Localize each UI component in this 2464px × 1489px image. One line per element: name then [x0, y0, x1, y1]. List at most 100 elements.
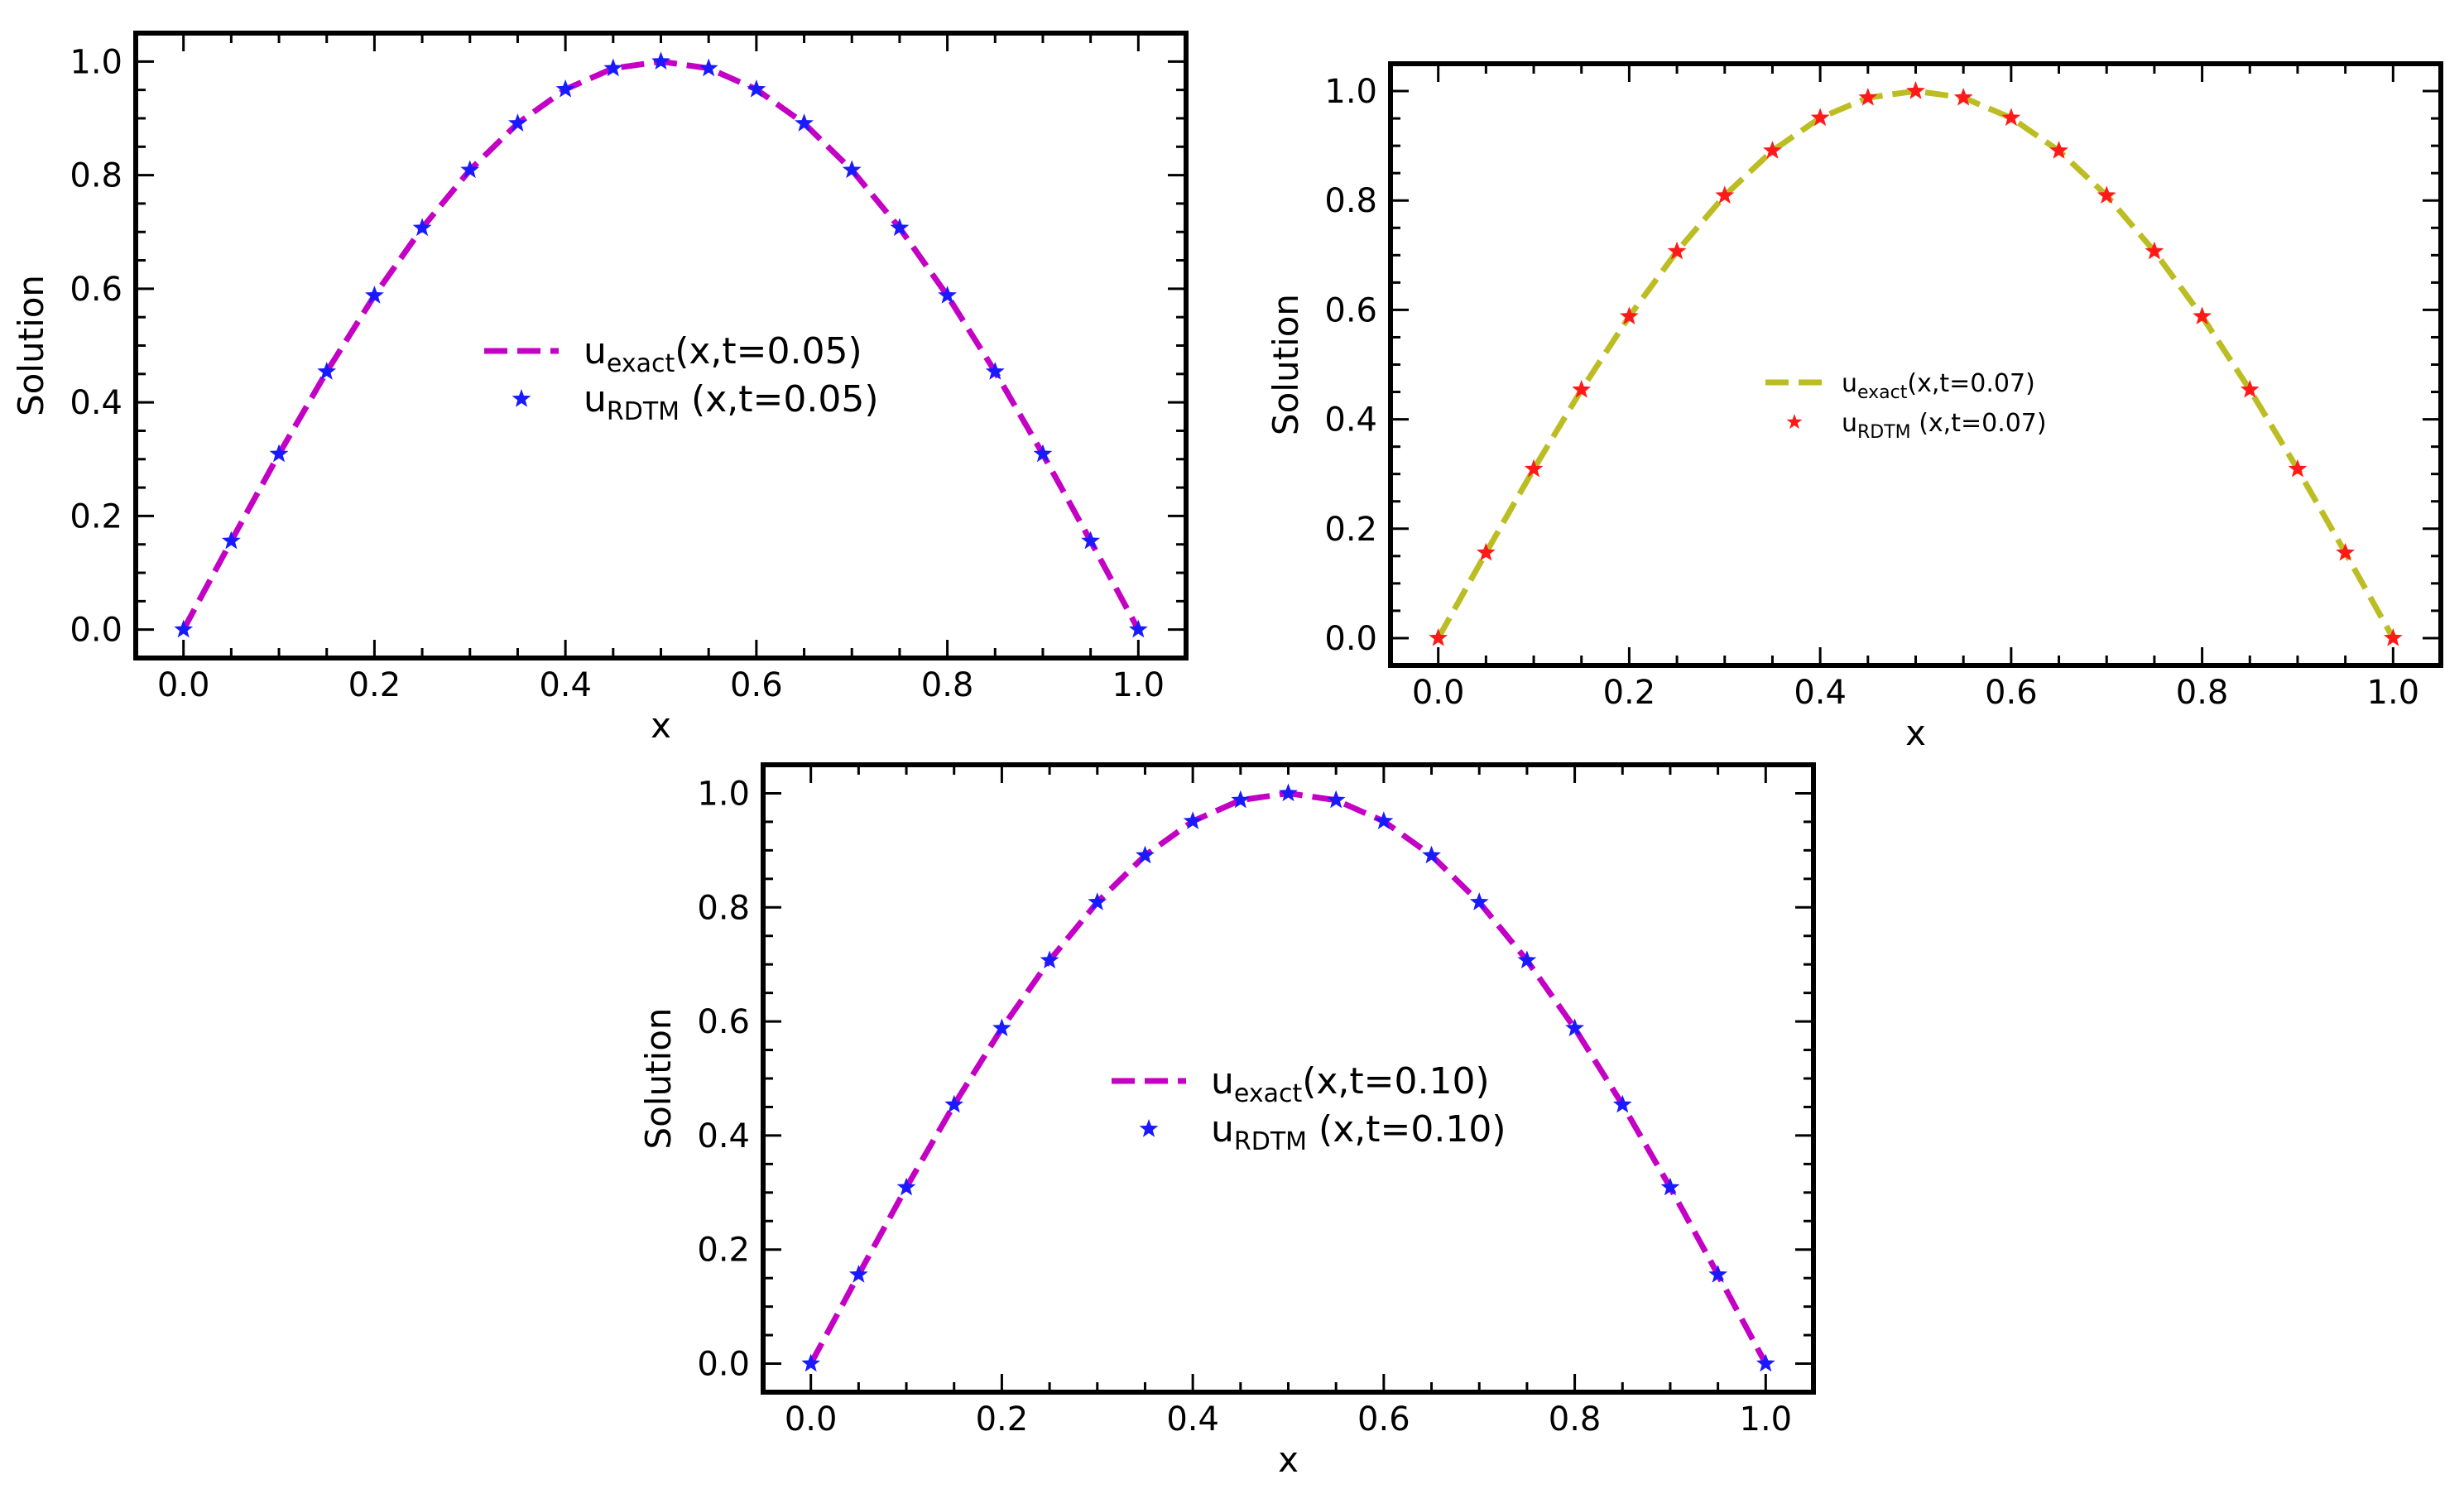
legend-star-swatch: [512, 389, 531, 407]
rdtm-data-point: [1810, 108, 1830, 127]
x-axis-label: x: [1905, 713, 1926, 753]
x-tick-label: 0.6: [1357, 1400, 1410, 1439]
y-tick-label: 1.0: [70, 43, 122, 81]
y-tick-label: 0.8: [1324, 182, 1377, 220]
rdtm-data-point: [2240, 379, 2260, 398]
rdtm-data-point: [269, 444, 289, 463]
x-axis-label: x: [651, 705, 671, 746]
legend-label: uexact(x,t=0.10): [1211, 1060, 1490, 1108]
rdtm-data-point: [1279, 783, 1298, 802]
legend-entry-exact: uexact(x,t=0.10): [1112, 1060, 1490, 1108]
x-tick-label: 0.8: [2176, 674, 2229, 712]
x-tick-label: 1.0: [1112, 666, 1165, 704]
y-tick-label: 0.0: [70, 612, 122, 650]
y-axis-label: Solution: [1266, 294, 1306, 435]
rdtm-data-point: [412, 218, 432, 237]
rdtm-data-point: [1088, 892, 1107, 910]
rdtm-data-point: [508, 113, 527, 132]
rdtm-data-point: [460, 160, 480, 179]
rdtm-data-point: [1326, 790, 1346, 809]
rdtm-data-point: [1136, 845, 1155, 864]
rdtm-data-point: [1572, 379, 1592, 398]
y-tick-label: 0.8: [697, 889, 750, 927]
rdtm-data-point: [1612, 1094, 1632, 1113]
rdtm-data-point: [1374, 811, 1394, 829]
y-tick-label: 0.4: [697, 1117, 750, 1155]
x-tick-label: 0.8: [1549, 1400, 1602, 1439]
rdtm-data-point: [174, 619, 194, 638]
x-tick-label: 0.0: [785, 1400, 838, 1439]
rdtm-data-point: [2097, 185, 2116, 204]
rdtm-data-point: [2288, 459, 2308, 478]
rdtm-data-point: [603, 58, 623, 77]
y-tick-label: 0.6: [697, 1003, 750, 1041]
x-tick-label: 0.6: [1985, 674, 2038, 712]
rdtm-data-point: [1660, 1177, 1680, 1196]
rdtm-data-point: [992, 1018, 1011, 1037]
rdtm-data-point: [938, 286, 957, 304]
rdtm-data-point: [365, 286, 384, 304]
rdtm-data-point: [1756, 1353, 1775, 1372]
rdtm-data-point: [1183, 811, 1203, 829]
plot-area: [801, 783, 1775, 1372]
exact-solution-line: [180, 58, 1141, 632]
x-tick-label: 1.0: [2367, 674, 2420, 712]
axes-frame: [761, 762, 1816, 1395]
rdtm-data-point: [1040, 950, 1059, 969]
x-tick-label: 0.2: [1603, 674, 1656, 712]
y-tick-label: 0.2: [697, 1232, 750, 1270]
y-axis-label: Solution: [11, 275, 51, 416]
y-tick-label: 0.2: [70, 497, 122, 536]
rdtm-data-point: [2383, 627, 2403, 646]
panel-bottom: 0.0 0.2 0.4 0.6 0.8 1.0 0.0 0.2 0.4 0.6 0.8 1.0 x Sol…: [638, 762, 1816, 1480]
legend-label: uexact(x,t=0.05): [584, 330, 862, 378]
rdtm-data-point: [1469, 892, 1489, 910]
axes-frame: [1388, 61, 2443, 668]
rdtm-data-point: [2145, 241, 2164, 260]
rdtm-data-point: [2336, 542, 2356, 561]
y-tick-label: 1.0: [1324, 73, 1377, 111]
rdtm-data-point: [555, 79, 575, 98]
rdtm-data-point: [651, 51, 670, 70]
legend-label: uRDTM (x,t=0.10): [1211, 1108, 1506, 1156]
rdtm-data-point: [1517, 950, 1537, 969]
y-tick-label: 0.4: [70, 384, 122, 422]
rdtm-data-point: [1524, 459, 1544, 478]
y-tick-label: 0.6: [1324, 291, 1377, 329]
y-tick-label: 0.2: [1324, 511, 1377, 549]
rdtm-data-point: [795, 113, 814, 132]
rdtm-data-point: [1422, 845, 1441, 864]
y-tick-label: 0.0: [697, 1346, 750, 1384]
rdtm-data-point: [1953, 87, 1973, 106]
rdtm-data-point: [1763, 141, 1782, 159]
rdtm-data-point: [842, 160, 862, 179]
rdtm-data-point: [1667, 241, 1687, 260]
rdtm-data-point: [2049, 141, 2068, 159]
legend-entry-rdtm: uRDTM (x,t=0.07): [1786, 409, 2047, 443]
plot-area: [1429, 81, 2403, 646]
legend-label: uexact(x,t=0.07): [1842, 369, 2035, 403]
x-tick-label: 0.6: [730, 666, 783, 704]
exact-solution-line: [808, 790, 1769, 1366]
x-tick-label: 0.0: [157, 666, 210, 704]
legend-entry-exact: uexact(x,t=0.05): [484, 330, 862, 378]
rdtm-data-point: [985, 362, 1005, 380]
rdtm-data-point: [317, 362, 337, 380]
y-tick-label: 0.0: [1324, 620, 1377, 658]
x-axis-label: x: [1278, 1439, 1299, 1480]
panel-top-right: 0.0 0.2 0.4 0.6 0.8 1.0 0.0 0.2 0.4 0.6 0.8 1.0 x Sol…: [1266, 61, 2443, 753]
legend: uexact(x,t=0.10)uRDTM (x,t=0.10): [1112, 1060, 1506, 1156]
x-tick-label: 0.4: [539, 666, 592, 704]
y-tick-label: 1.0: [697, 775, 750, 813]
x-tick-label: 1.0: [1740, 1400, 1793, 1439]
rdtm-data-point: [896, 1177, 916, 1196]
x-tick-label: 0.0: [1412, 674, 1465, 712]
rdtm-data-point: [801, 1353, 821, 1372]
x-tick-label: 0.2: [976, 1400, 1029, 1439]
y-tick-label: 0.4: [1324, 401, 1377, 439]
tick-marks: [136, 33, 1186, 658]
x-tick-label: 0.4: [1166, 1400, 1219, 1439]
rdtm-data-point: [890, 218, 910, 237]
rdtm-data-point: [1858, 87, 1878, 106]
